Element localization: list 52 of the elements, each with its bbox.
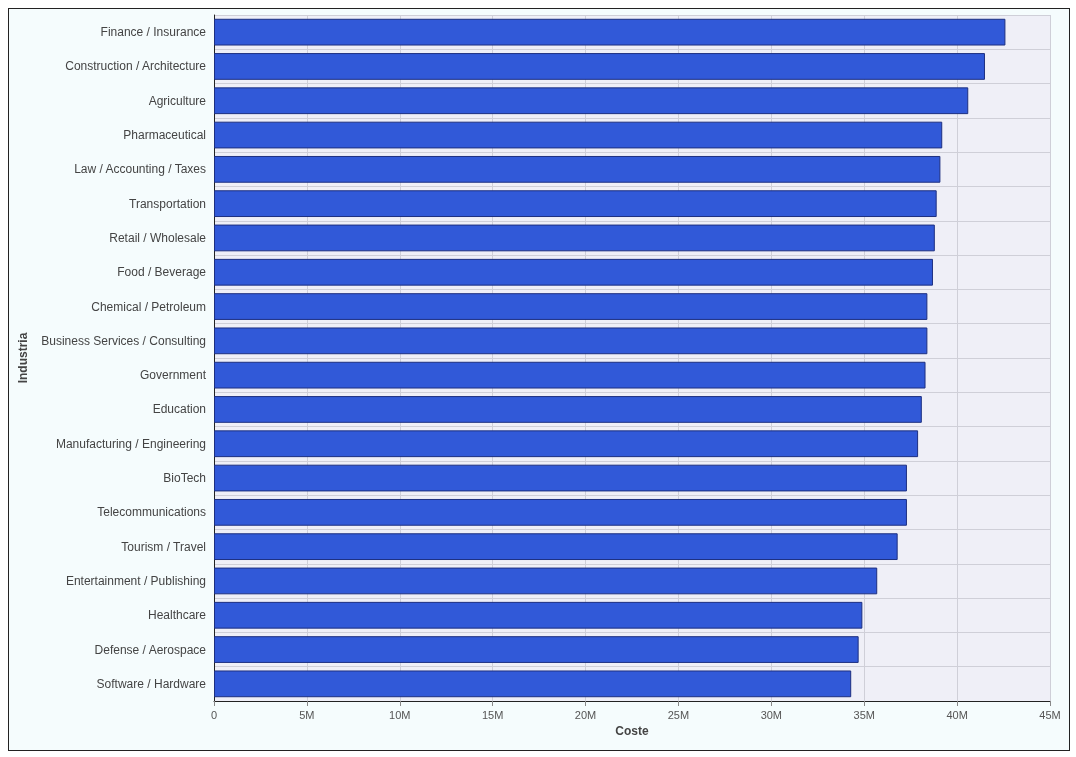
y-tick-label: Business Services / Consulting xyxy=(41,333,206,348)
y-tick-label: Agriculture xyxy=(148,93,207,108)
y-tick-label: Finance / Insurance xyxy=(100,25,207,40)
bar xyxy=(214,258,933,286)
bar xyxy=(214,361,926,389)
y-tick-label: Chemical / Petroleum xyxy=(91,299,206,314)
x-tick-label: 45M xyxy=(1039,708,1061,721)
bar xyxy=(214,670,852,698)
bar xyxy=(214,396,922,423)
x-tick-label: 0 xyxy=(210,708,218,721)
y-tick-label: Software / Hardware xyxy=(96,676,207,691)
y-tick-label: Pharmaceutical xyxy=(123,128,206,143)
y-tick-label: Manufacturing / Engineering xyxy=(55,436,206,451)
bar xyxy=(214,601,863,629)
y-tick-label: Food / Beverage xyxy=(117,265,207,280)
y-tick-label: BioTech xyxy=(163,471,206,486)
bar xyxy=(214,53,985,80)
bar xyxy=(214,533,898,561)
bar xyxy=(214,498,907,526)
y-tick-label: Entertainment / Publishing xyxy=(65,573,206,588)
bar xyxy=(214,430,919,458)
y-tick-label: Retail / Wholesale xyxy=(109,230,207,245)
bar xyxy=(214,190,937,218)
x-tick-label: 10M xyxy=(389,708,411,721)
y-tick-label: Tourism / Travel xyxy=(121,539,206,554)
y-tick-label: Government xyxy=(139,368,207,383)
x-tick-label: 40M xyxy=(946,708,968,721)
y-tick-label: Construction / Architecture xyxy=(65,59,207,74)
bar xyxy=(214,87,969,115)
x-tick-label: 35M xyxy=(853,708,875,721)
y-tick-label: Transportation xyxy=(129,196,206,211)
x-tick-label: 30M xyxy=(760,708,783,721)
x-tick-label: 20M xyxy=(574,708,597,721)
bar xyxy=(214,155,941,183)
bar xyxy=(214,18,1006,46)
x-tick-label: 25M xyxy=(667,708,690,721)
x-tick-label: 5M xyxy=(299,708,315,721)
bar xyxy=(214,293,928,320)
y-tick-label: Telecommunications xyxy=(97,505,206,520)
bar xyxy=(214,567,878,595)
bar xyxy=(214,224,935,252)
x-tick-label: 15M xyxy=(481,708,504,721)
bar xyxy=(214,636,859,663)
y-tick-label: Education xyxy=(152,402,206,417)
y-axis-title: Industria xyxy=(16,332,30,384)
bar xyxy=(214,464,907,492)
bar xyxy=(214,121,943,149)
y-tick-label: Law / Accounting / Taxes xyxy=(74,162,206,177)
bar xyxy=(214,327,928,355)
y-tick-label: Healthcare xyxy=(147,608,207,623)
y-tick-label: Defense / Aerospace xyxy=(94,642,207,657)
x-axis-title: Coste xyxy=(615,723,649,738)
